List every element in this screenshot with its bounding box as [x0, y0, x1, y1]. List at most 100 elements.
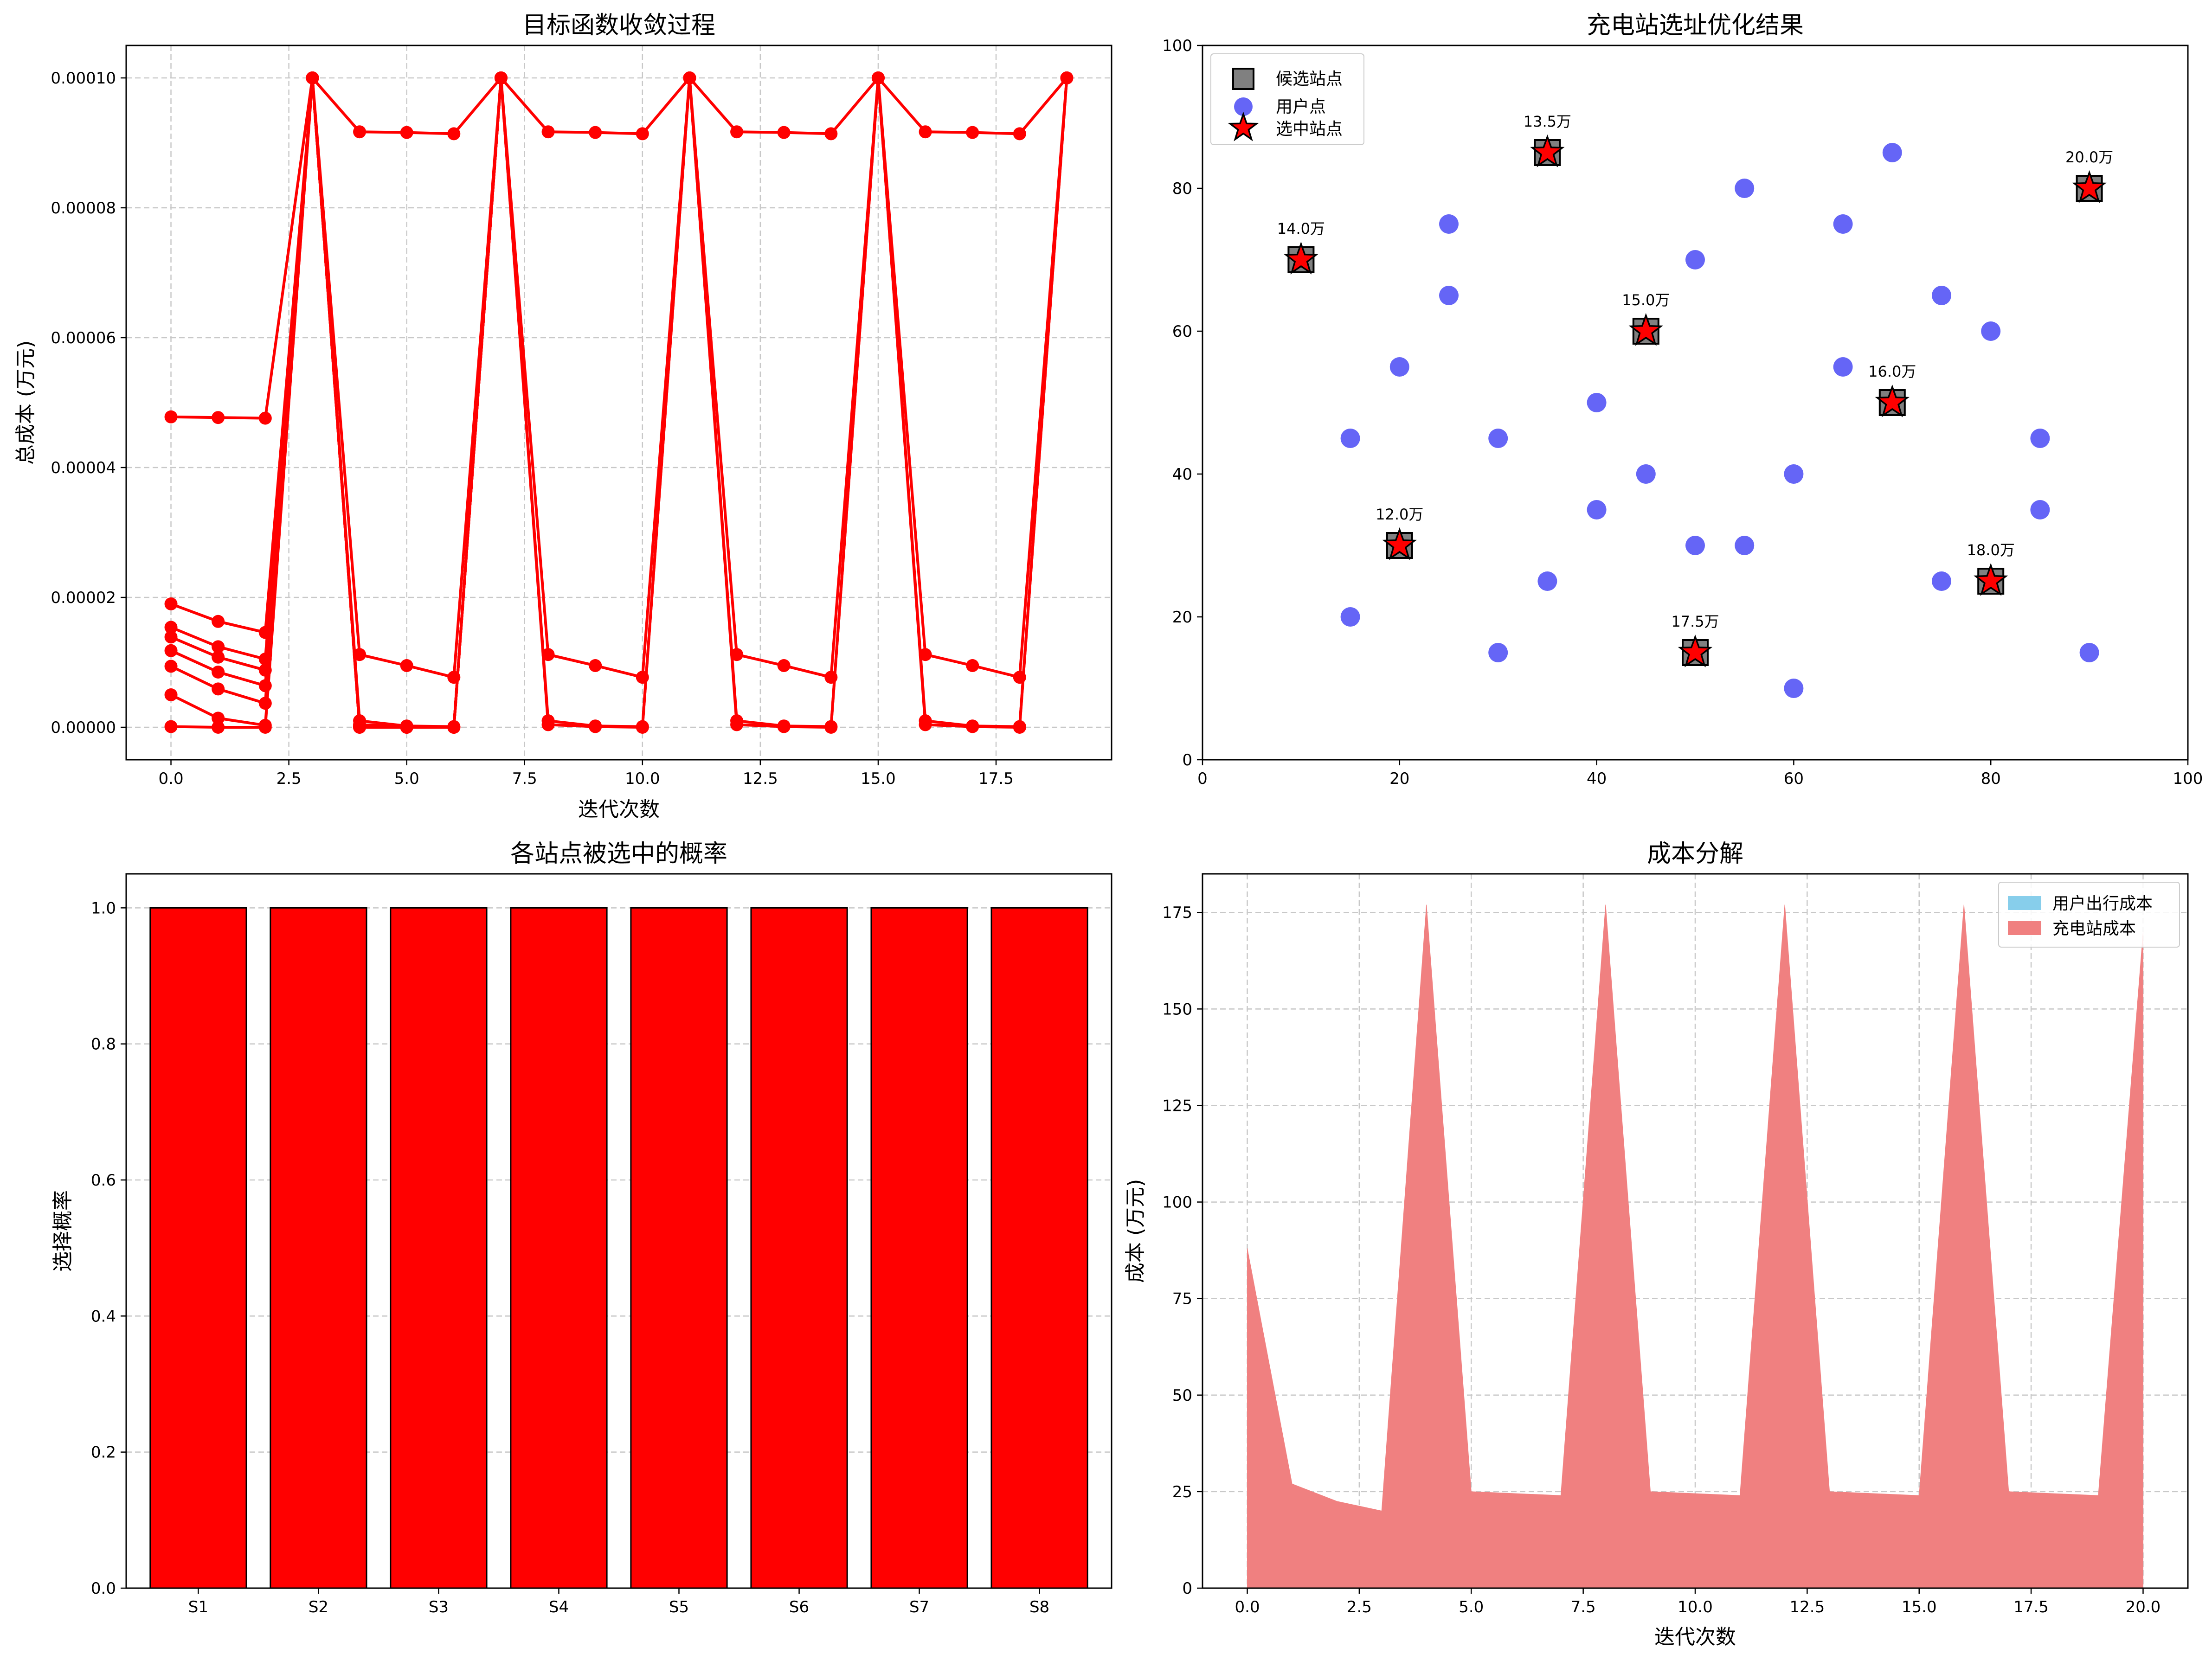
convergence-point [447, 127, 461, 141]
probability-category-label: S4 [549, 1598, 569, 1616]
user-point-marker [1932, 286, 1951, 305]
legend-label-user: 用户点 [1276, 97, 1326, 116]
probability-y-tick-label: 0.6 [91, 1171, 116, 1190]
convergence-series-line [171, 77, 502, 420]
breakdown-y-tick-label: 175 [1162, 904, 1192, 922]
probability-bar [870, 907, 968, 1589]
siting-y-tick-label: 100 [1162, 37, 1192, 55]
convergence-y-axis-label: 总成本 (万元) [14, 340, 38, 465]
convergence-point [258, 411, 272, 425]
breakdown-x-tick-label: 7.5 [1571, 1598, 1596, 1616]
breakdown-x-tick-label: 2.5 [1347, 1598, 1372, 1616]
user-point-marker [1882, 143, 1902, 162]
user-point-marker [1735, 179, 1755, 198]
convergence-point [824, 127, 838, 141]
probability-bar [990, 907, 1088, 1589]
breakdown-plot-frame [1202, 873, 2189, 1589]
convergence-point [919, 718, 932, 731]
probability-chart-title: 各站点被选中的概率 [510, 840, 727, 868]
convergence-y-tick-label: 0.00002 [51, 589, 116, 607]
user-point-marker [1833, 214, 1853, 234]
convergence-point [730, 718, 744, 731]
selected-station-star [1678, 634, 1713, 667]
convergence-y-tick-label: 0.00000 [51, 718, 116, 737]
convergence-point [400, 126, 413, 139]
legend-swatch-user [1234, 97, 1253, 116]
convergence-point [400, 721, 413, 734]
probability-y-tick-label: 1.0 [91, 899, 116, 917]
user-point-marker [1340, 429, 1360, 448]
legend-label-selected: 选中站点 [1276, 120, 1343, 139]
breakdown-legend-frame [1998, 882, 2180, 948]
probability-category-label: S1 [188, 1598, 208, 1616]
legend-label-candidate: 候选站点 [1276, 70, 1343, 89]
station-cost-annotation: 14.0万 [1277, 220, 1325, 237]
station-cost-annotation: 15.0万 [1622, 291, 1670, 309]
siting-chart-title: 充电站选址优化结果 [1587, 12, 1804, 39]
convergence-point [683, 71, 696, 84]
user-point-marker [2030, 500, 2050, 519]
siting-plot-frame [1202, 45, 2189, 761]
user-point-marker [1981, 321, 2001, 341]
breakdown-x-tick-label: 20.0 [2126, 1598, 2161, 1616]
breakdown-chart-title: 成本分解 [1647, 840, 1743, 868]
breakdown-y-tick-label: 50 [1172, 1386, 1192, 1405]
user-point-marker [1488, 429, 1508, 448]
user-point-marker [1439, 286, 1459, 305]
convergence-point [636, 127, 649, 141]
convergence-x-tick-label: 0.0 [159, 769, 184, 788]
convergence-point [164, 720, 178, 733]
convergence-point [1013, 127, 1026, 141]
convergence-x-tick-label: 10.0 [625, 769, 660, 788]
convergence-point [589, 659, 602, 672]
convergence-point [824, 721, 838, 734]
probability-bar [149, 907, 247, 1589]
station-cost-annotation: 13.5万 [1524, 113, 1571, 130]
user-point-marker [1784, 464, 1804, 484]
probability-y-tick-label: 0.0 [91, 1579, 116, 1598]
convergence-y-tick-label: 0.00004 [51, 459, 116, 477]
convergence-x-axis-label: 迭代次数 [578, 798, 660, 821]
convergence-point [589, 720, 602, 733]
siting-x-tick-label: 20 [1389, 769, 1409, 788]
user-point-marker [1833, 357, 1853, 377]
convergence-point [164, 644, 178, 657]
siting-chart: 0 20 40 60 80 100 0 20 40 60 80 100 12.0万 17.5万 18.0万 1… [1162, 12, 2203, 788]
selected-station-star [1382, 527, 1417, 560]
breakdown-y-tick-label: 0 [1182, 1579, 1192, 1598]
probability-chart: 0.0 0.2 0.4 0.6 0.8 1.0 S1 S2 S3 S4 S5 S6 S7 S8 各站点被选中… [51, 840, 1112, 1616]
convergence-point [164, 630, 178, 644]
probability-category-label: S6 [789, 1598, 809, 1616]
breakdown-y-tick-label: 100 [1162, 1193, 1192, 1212]
probability-bar [390, 907, 488, 1589]
convergence-point [212, 721, 225, 734]
convergence-point [212, 411, 225, 424]
convergence-point [777, 720, 791, 733]
user-point-marker [1932, 571, 1951, 591]
selected-station-star [1628, 313, 1663, 346]
selected-station-star [1284, 241, 1318, 275]
siting-x-tick-label: 80 [1981, 769, 2001, 788]
convergence-point [1060, 71, 1074, 84]
probability-bar [510, 907, 608, 1589]
selected-station-star [2072, 170, 2107, 203]
probability-category-label: S8 [1029, 1598, 1049, 1616]
convergence-series-line [171, 77, 502, 729]
convergence-series-line [170, 77, 502, 679]
convergence-point [589, 126, 602, 139]
breakdown-x-tick-label: 12.5 [1790, 1598, 1825, 1616]
probability-y-axis-label: 选择概率 [51, 1190, 75, 1272]
probability-category-label: S7 [909, 1598, 929, 1616]
breakdown-x-axis-label: 迭代次数 [1654, 1625, 1736, 1649]
convergence-plot-frame [125, 45, 1112, 761]
siting-x-tick-label: 0 [1197, 769, 1208, 788]
station-cost-annotation: 16.0万 [1868, 363, 1916, 380]
breakdown-x-tick-label: 17.5 [2013, 1598, 2049, 1616]
breakdown-y-tick-label: 25 [1172, 1483, 1192, 1501]
probability-category-label: S2 [309, 1598, 328, 1616]
convergence-point [164, 688, 178, 701]
siting-y-tick-label: 40 [1172, 465, 1192, 484]
breakdown-y-tick-label: 125 [1162, 1096, 1192, 1115]
user-point-marker [1636, 464, 1656, 484]
